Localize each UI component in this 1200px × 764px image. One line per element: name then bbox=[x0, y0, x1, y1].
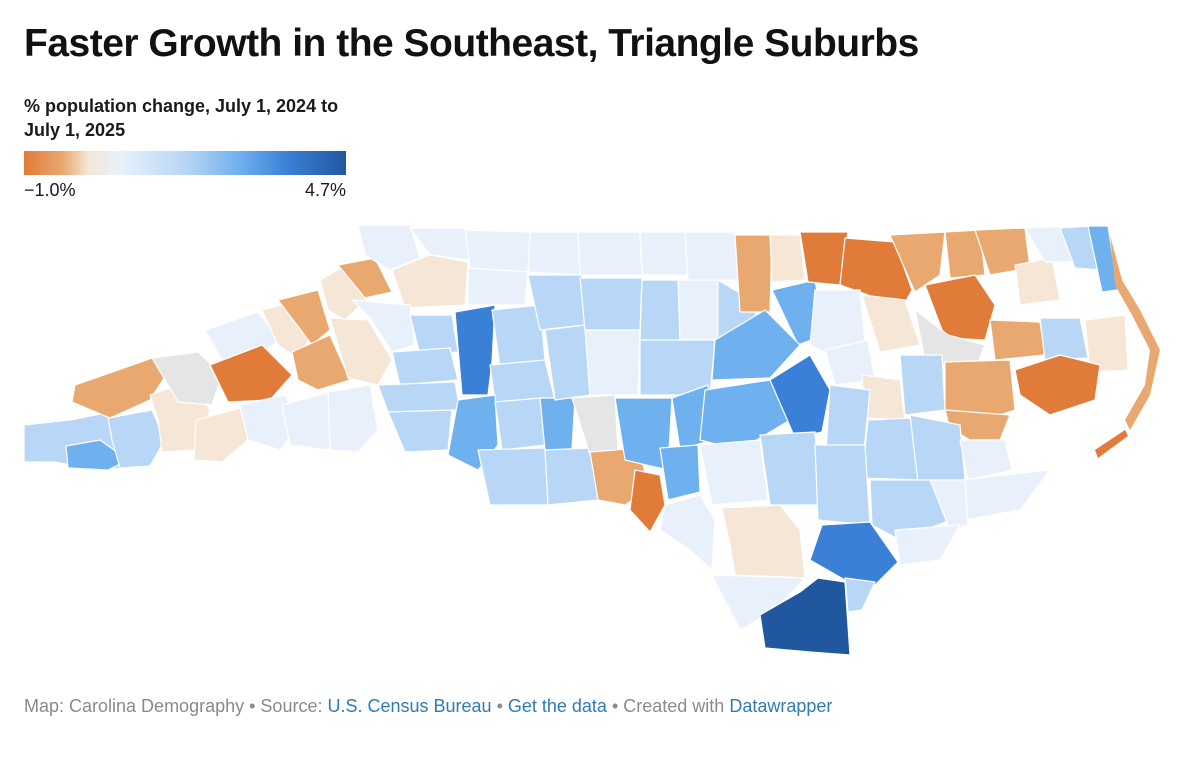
county-region[interactable] bbox=[571, 394, 619, 456]
county-region[interactable] bbox=[684, 231, 739, 281]
county-region[interactable] bbox=[861, 294, 921, 353]
legend-title: % population change, July 1, 2024 to Jul… bbox=[24, 96, 339, 140]
county-region[interactable] bbox=[659, 494, 716, 571]
county-region[interactable] bbox=[489, 359, 556, 403]
separator: • bbox=[244, 696, 261, 716]
county-region[interactable] bbox=[193, 407, 249, 463]
county-region[interactable] bbox=[769, 234, 806, 283]
county-region[interactable] bbox=[734, 234, 773, 313]
county-region[interactable] bbox=[1095, 430, 1128, 458]
county-region[interactable] bbox=[329, 317, 393, 386]
county-region[interactable] bbox=[909, 414, 966, 483]
county-region[interactable] bbox=[477, 447, 549, 506]
county-region[interactable] bbox=[291, 334, 351, 391]
county-region[interactable] bbox=[929, 479, 969, 531]
footer-credits: Map: Carolina Demography • Source: U.S. … bbox=[24, 696, 832, 717]
legend-min-label: −1.0% bbox=[24, 180, 76, 200]
legend-max-label: 4.7% bbox=[304, 180, 346, 200]
county-region[interactable] bbox=[639, 279, 681, 341]
county-region[interactable] bbox=[1084, 314, 1129, 373]
county-region[interactable] bbox=[327, 384, 379, 453]
county-region[interactable] bbox=[769, 354, 831, 439]
county-region[interactable] bbox=[959, 439, 1013, 481]
created-prefix: Created with bbox=[623, 696, 730, 716]
county-region[interactable] bbox=[467, 267, 529, 306]
get-data-link[interactable]: Get the data bbox=[507, 696, 607, 716]
county-region[interactable] bbox=[699, 439, 769, 506]
county-region[interactable] bbox=[889, 231, 946, 293]
county-region[interactable] bbox=[494, 397, 546, 451]
county-region[interactable] bbox=[209, 344, 293, 403]
county-region[interactable] bbox=[464, 229, 531, 273]
county-region[interactable] bbox=[527, 231, 581, 276]
county-region[interactable] bbox=[454, 304, 496, 396]
county-region[interactable] bbox=[351, 299, 416, 353]
county-region[interactable] bbox=[71, 357, 169, 419]
county-region[interactable] bbox=[659, 444, 701, 501]
county-region[interactable] bbox=[861, 417, 919, 481]
chart-title: Faster Growth in the Southeast, Triangle… bbox=[24, 22, 919, 65]
county-region[interactable] bbox=[387, 409, 453, 453]
county-region[interactable] bbox=[677, 279, 721, 341]
separator: • bbox=[606, 696, 624, 716]
datawrapper-link[interactable]: Datawrapper bbox=[729, 696, 833, 716]
map-credit: Map: Carolina Demography bbox=[24, 696, 245, 716]
county-region[interactable] bbox=[721, 504, 806, 579]
county-region[interactable] bbox=[639, 231, 689, 276]
county-region[interactable] bbox=[584, 329, 641, 396]
county-region[interactable] bbox=[357, 224, 421, 271]
county-region[interactable] bbox=[894, 524, 961, 566]
county-region[interactable] bbox=[65, 439, 129, 471]
county-region[interactable] bbox=[1014, 257, 1061, 306]
county-region[interactable] bbox=[759, 577, 851, 656]
county-region[interactable] bbox=[1039, 317, 1089, 361]
separator: • bbox=[491, 696, 508, 716]
source-prefix: Source: bbox=[260, 696, 328, 716]
county-region[interactable] bbox=[577, 231, 643, 276]
legend-color-bar bbox=[24, 151, 346, 175]
county-region[interactable] bbox=[809, 521, 899, 586]
county-region[interactable] bbox=[539, 397, 576, 451]
county-region[interactable] bbox=[844, 577, 876, 613]
county-region[interactable] bbox=[579, 277, 643, 331]
county-region[interactable] bbox=[1110, 235, 1160, 430]
county-region[interactable] bbox=[989, 319, 1046, 361]
county-region[interactable] bbox=[814, 444, 871, 526]
county-region[interactable] bbox=[391, 254, 469, 309]
county-region[interactable] bbox=[1014, 354, 1101, 416]
county-region[interactable] bbox=[944, 229, 986, 279]
county-region[interactable] bbox=[337, 257, 393, 299]
county-region[interactable] bbox=[759, 431, 821, 506]
county-region[interactable] bbox=[711, 309, 801, 381]
source-link[interactable]: U.S. Census Bureau bbox=[327, 696, 492, 716]
county-region[interactable] bbox=[899, 354, 946, 416]
county-region[interactable] bbox=[277, 289, 331, 346]
county-region[interactable] bbox=[629, 469, 666, 533]
county-region[interactable] bbox=[391, 347, 459, 386]
county-region[interactable] bbox=[151, 351, 223, 406]
county-region[interactable] bbox=[377, 381, 461, 413]
county-region[interactable] bbox=[107, 409, 166, 469]
county-region[interactable] bbox=[544, 447, 599, 506]
